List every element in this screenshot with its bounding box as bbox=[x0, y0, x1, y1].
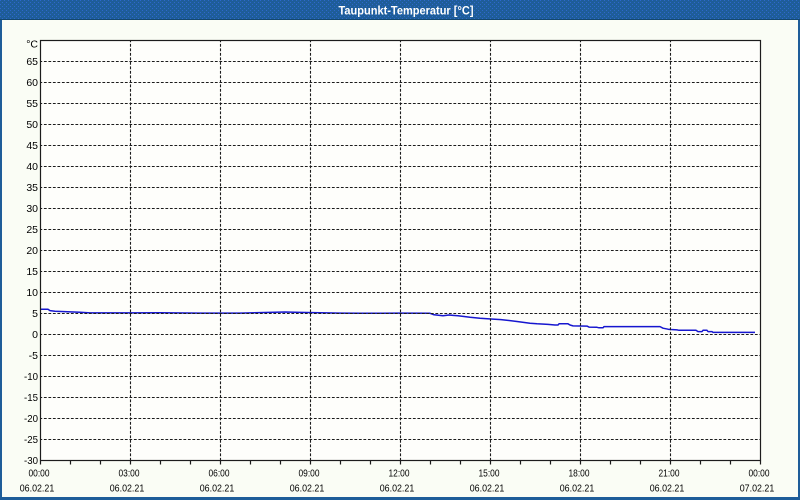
svg-text:06.02.21: 06.02.21 bbox=[20, 482, 55, 494]
svg-text:15: 15 bbox=[26, 266, 38, 278]
svg-text:40: 40 bbox=[26, 161, 38, 173]
svg-text:06.02.21: 06.02.21 bbox=[290, 482, 325, 494]
svg-text:06.02.21: 06.02.21 bbox=[560, 482, 595, 494]
svg-text:00:00: 00:00 bbox=[29, 467, 50, 479]
svg-text:50: 50 bbox=[26, 119, 38, 131]
svg-text:06.02.21: 06.02.21 bbox=[380, 482, 415, 494]
svg-text:°C: °C bbox=[26, 39, 38, 51]
svg-text:06.02.21: 06.02.21 bbox=[470, 482, 505, 494]
svg-text:0: 0 bbox=[32, 329, 38, 341]
svg-text:09:00: 09:00 bbox=[299, 467, 320, 479]
svg-text:15:00: 15:00 bbox=[479, 467, 500, 479]
svg-text:18:00: 18:00 bbox=[569, 467, 590, 479]
svg-text:07.02.21: 07.02.21 bbox=[740, 482, 775, 494]
svg-text:-20: -20 bbox=[24, 413, 38, 425]
svg-text:-15: -15 bbox=[24, 392, 38, 404]
svg-text:55: 55 bbox=[26, 98, 38, 110]
svg-text:06.02.21: 06.02.21 bbox=[110, 482, 145, 494]
svg-text:-25: -25 bbox=[24, 434, 38, 446]
svg-text:-10: -10 bbox=[24, 371, 38, 383]
svg-text:06:00: 06:00 bbox=[209, 467, 230, 479]
svg-text:00:00: 00:00 bbox=[749, 467, 770, 479]
svg-text:5: 5 bbox=[32, 308, 38, 320]
svg-text:20: 20 bbox=[26, 245, 38, 257]
svg-text:Taupunkt-Temperatur [°C]: Taupunkt-Temperatur [°C] bbox=[339, 4, 474, 18]
svg-text:06.02.21: 06.02.21 bbox=[650, 482, 685, 494]
svg-text:60: 60 bbox=[26, 77, 38, 89]
svg-text:35: 35 bbox=[26, 182, 38, 194]
svg-text:25: 25 bbox=[26, 224, 38, 236]
svg-text:06.02.21: 06.02.21 bbox=[200, 482, 235, 494]
svg-text:12:00: 12:00 bbox=[389, 467, 410, 479]
svg-text:21:00: 21:00 bbox=[659, 467, 680, 479]
svg-text:-30: -30 bbox=[24, 455, 38, 467]
svg-text:45: 45 bbox=[26, 140, 38, 152]
svg-text:30: 30 bbox=[26, 203, 38, 215]
svg-text:03:00: 03:00 bbox=[119, 467, 140, 479]
svg-text:65: 65 bbox=[26, 56, 38, 68]
svg-text:-5: -5 bbox=[29, 350, 38, 362]
svg-text:10: 10 bbox=[26, 287, 38, 299]
